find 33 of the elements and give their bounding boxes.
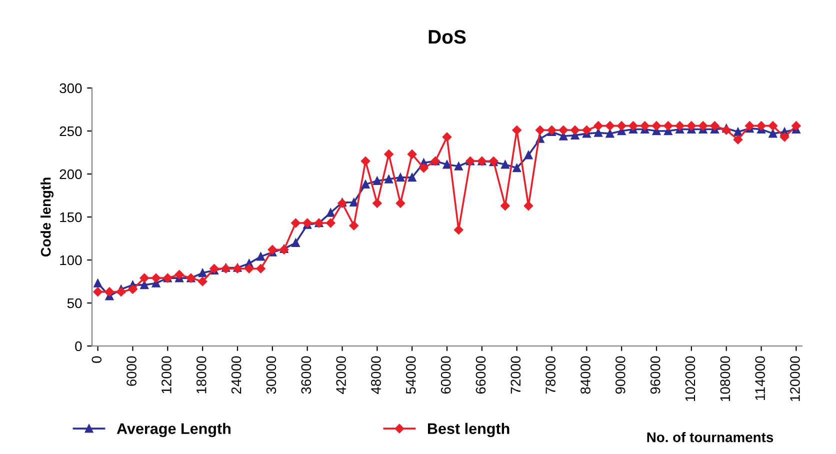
x-tick-label: 60000 bbox=[440, 356, 451, 394]
x-tick-label: 84000 bbox=[580, 356, 590, 394]
x-tick-label: 108000 bbox=[720, 356, 730, 402]
chart-title: DoS bbox=[428, 30, 466, 44]
x-tick-label: 90000 bbox=[615, 356, 626, 394]
x-tick-label: 114000 bbox=[755, 356, 765, 400]
x-tick-label: 42000 bbox=[336, 356, 346, 394]
y-tick-label: 250 bbox=[60, 126, 82, 136]
y-tick-label: 50 bbox=[67, 298, 82, 308]
x-tick-label: 36000 bbox=[301, 356, 312, 394]
x-tick-label: 72000 bbox=[510, 356, 521, 394]
x-tick-label: 102000 bbox=[685, 356, 696, 402]
y-tick-label: 200 bbox=[60, 169, 82, 180]
x-axis-title: No. of tournaments bbox=[647, 432, 774, 442]
y-tick-label: 100 bbox=[60, 255, 82, 266]
legend-label: Best length bbox=[428, 422, 510, 438]
x-tick-label: 18000 bbox=[196, 356, 206, 394]
y-tick-label: 150 bbox=[60, 212, 82, 222]
x-tick-label: 96000 bbox=[650, 356, 660, 394]
legend-label: Average Length bbox=[116, 422, 230, 438]
x-tick-label: 54000 bbox=[406, 356, 416, 394]
x-tick-label: 12000 bbox=[162, 356, 172, 394]
x-tick-label: 78000 bbox=[546, 356, 556, 394]
x-tick-label: 24000 bbox=[231, 356, 242, 394]
x-tick-label: 120000 bbox=[790, 356, 800, 402]
y-tick-label: 0 bbox=[75, 341, 82, 352]
y-axis-title: Code length bbox=[40, 178, 54, 257]
y-tick-label: 300 bbox=[60, 83, 82, 94]
x-tick-label: 66000 bbox=[476, 356, 486, 394]
x-tick-label: 0 bbox=[92, 356, 102, 363]
x-tick-label: 48000 bbox=[371, 356, 381, 394]
x-tick-label: 6000 bbox=[126, 356, 136, 386]
x-tick-label: 30000 bbox=[266, 356, 276, 394]
